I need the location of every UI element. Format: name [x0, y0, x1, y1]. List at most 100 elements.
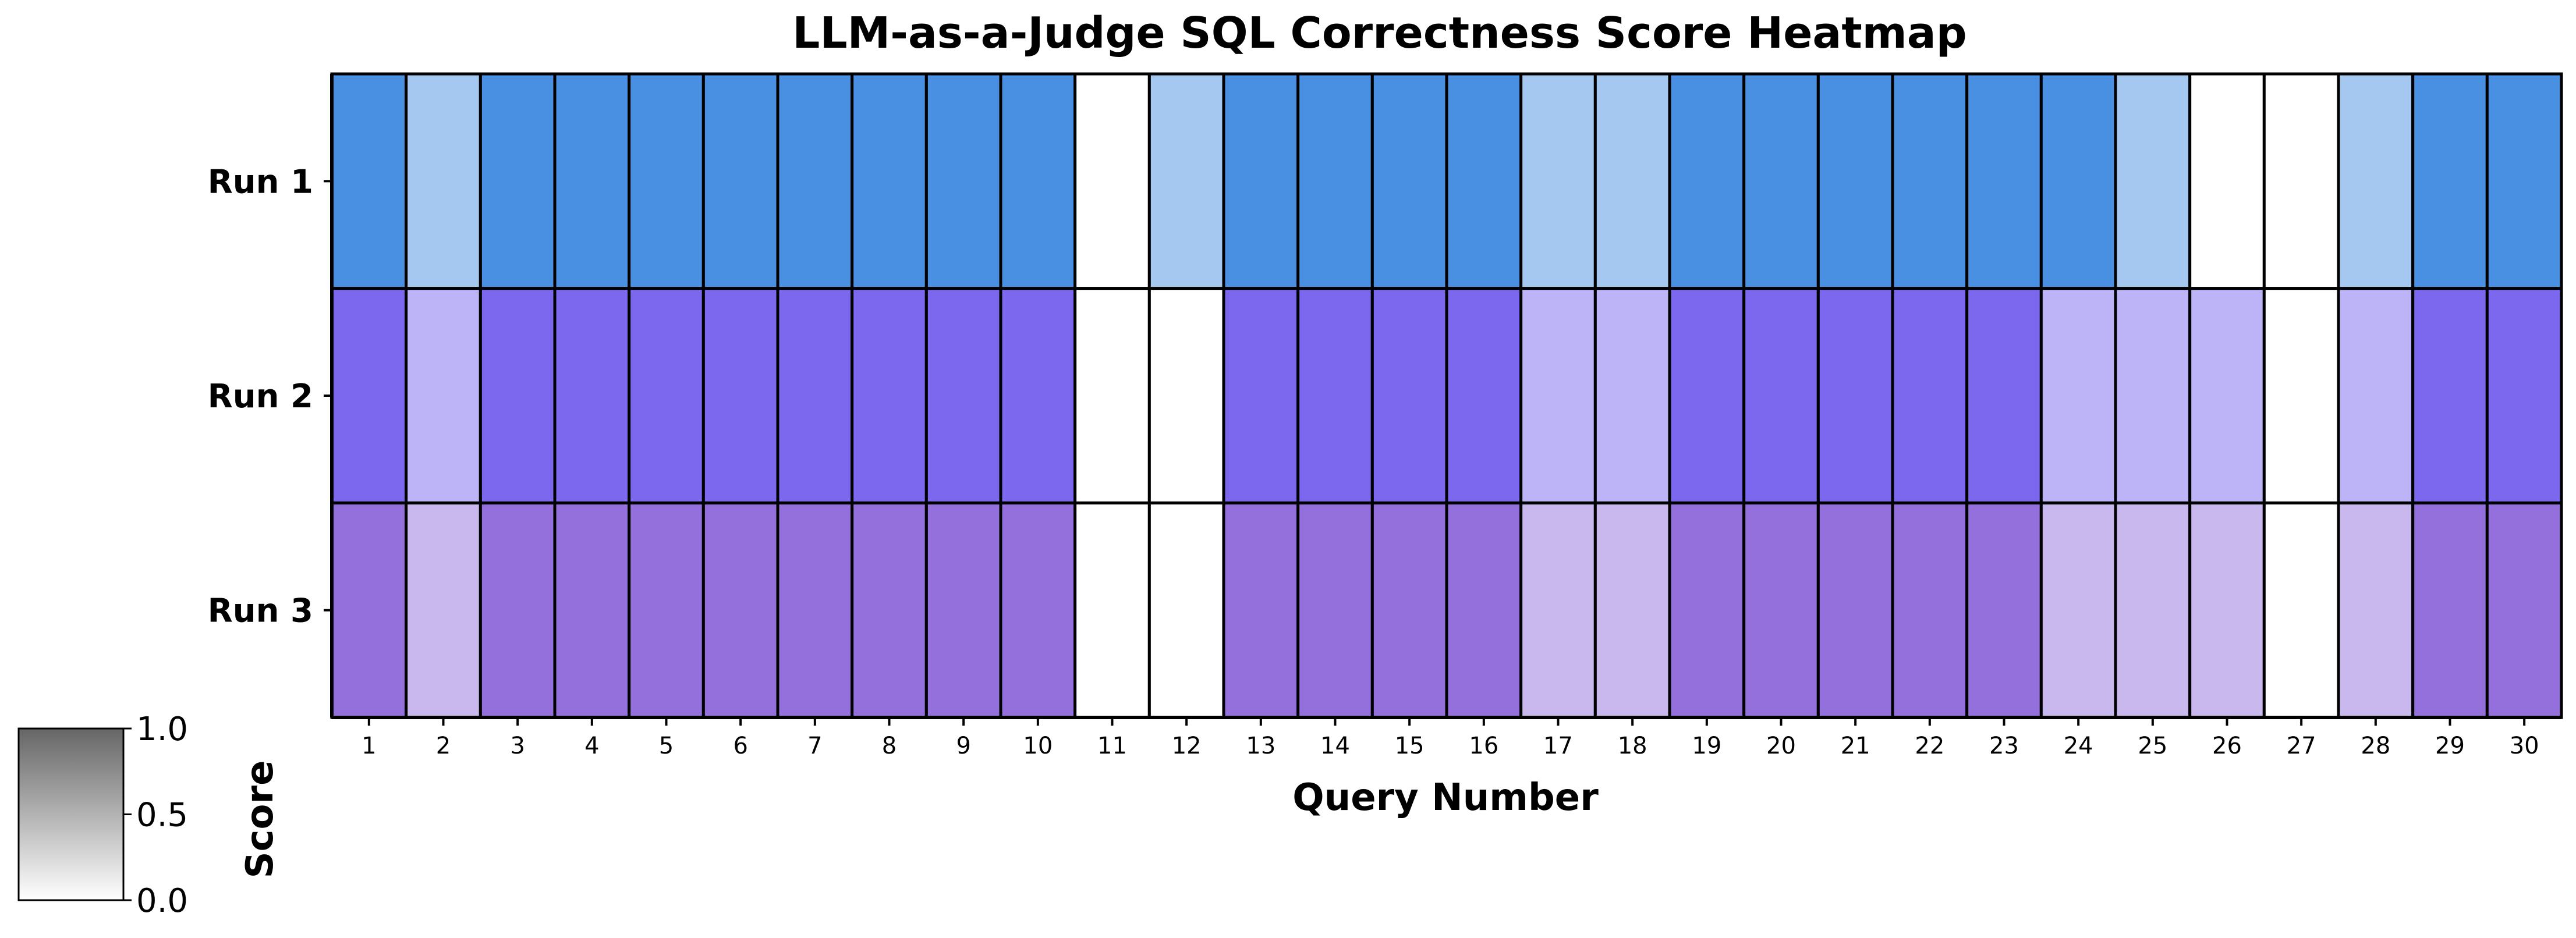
heatmap-cell	[1891, 72, 1969, 290]
heatmap-cell	[1296, 72, 1374, 290]
x-tick-label: 17	[1543, 733, 1573, 759]
row-label: Run 3	[208, 592, 313, 630]
heatmap-cell	[1965, 501, 2043, 719]
heatmap-cell	[1296, 501, 1374, 719]
heatmap-cell	[1147, 72, 1225, 290]
x-tick-label: 24	[2064, 733, 2093, 759]
x-tick-label: 5	[659, 733, 674, 759]
heatmap-cell	[1519, 501, 1597, 719]
heatmap-cell	[628, 287, 705, 504]
colorbar-gradient	[17, 727, 125, 901]
row-label: Run 1	[208, 163, 313, 201]
heatmap-cell	[1370, 501, 1448, 719]
x-tick-label: 28	[2361, 733, 2390, 759]
heatmap-cell	[1519, 287, 1597, 504]
heatmap-cell	[2188, 287, 2266, 504]
heatmap-cell	[1519, 72, 1597, 290]
heatmap-cell	[2485, 287, 2563, 504]
heatmap-cell	[999, 72, 1077, 290]
heatmap-cell	[405, 287, 482, 504]
heatmap-cell	[999, 287, 1077, 504]
heatmap-cell	[553, 72, 631, 290]
heatmap-cell	[1445, 501, 1523, 719]
heatmap-cell	[479, 287, 557, 504]
heatmap-cell	[1816, 501, 1894, 719]
heatmap-cell	[405, 72, 482, 290]
heatmap-cell	[776, 287, 854, 504]
heatmap-cell	[1668, 72, 1746, 290]
heatmap-cell	[1891, 287, 1969, 504]
x-tick-label: 23	[1989, 733, 2019, 759]
x-tick-label: 27	[2287, 733, 2316, 759]
heatmap-cell	[1742, 72, 1820, 290]
heatmap-cell	[701, 287, 779, 504]
heatmap-cell	[1445, 72, 1523, 290]
heatmap-cell	[2188, 501, 2266, 719]
x-tick-label: 22	[1915, 733, 1944, 759]
heatmap-cell	[1742, 287, 1820, 504]
colorbar-tick-label: 1.0	[136, 710, 188, 748]
heatmap-cell	[2485, 501, 2563, 719]
x-tick-label: 15	[1395, 733, 1425, 759]
heatmap-cell	[2114, 72, 2192, 290]
heatmap-cell	[2262, 287, 2340, 504]
heatmap-cell	[2411, 72, 2489, 290]
colorbar: Score 1.0 0.5 0.0	[17, 710, 282, 920]
x-tick-label: 14	[1320, 733, 1350, 759]
heatmap-cell	[1742, 501, 1820, 719]
heatmap-cell	[924, 501, 1002, 719]
colorbar-tick-label: 0.0	[136, 882, 188, 920]
heatmap-cell	[1965, 72, 2043, 290]
x-tick-label: 25	[2138, 733, 2167, 759]
heatmap-cell	[2411, 501, 2489, 719]
heatmap-cell	[1816, 72, 1894, 290]
heatmap-cell	[628, 72, 705, 290]
heatmap-cell	[776, 501, 854, 719]
x-tick-label: 9	[956, 733, 970, 759]
x-axis-label: Query Number	[1292, 776, 1599, 819]
heatmap-cell	[2039, 501, 2117, 719]
heatmap-cell	[1593, 72, 1671, 290]
heatmap-cell	[924, 287, 1002, 504]
x-tick-label: 12	[1172, 733, 1202, 759]
x-tick-label: 7	[807, 733, 822, 759]
row-labels: Run 1 Run 2 Run 3	[208, 163, 332, 630]
heatmap-cell	[1593, 287, 1671, 504]
heatmap-cell	[1668, 287, 1746, 504]
heatmap-cell	[330, 287, 408, 504]
heatmap-cell	[1891, 501, 1969, 719]
heatmap-cell	[479, 501, 557, 719]
heatmap-cell	[2039, 72, 2117, 290]
heatmap-cell	[2337, 287, 2415, 504]
heatmap-cell	[924, 72, 1002, 290]
x-tick-label: 20	[1766, 733, 1796, 759]
x-tick-label: 3	[510, 733, 525, 759]
heatmap-cell	[2039, 287, 2117, 504]
x-tick-labels: 1 2 3 4 5 6 7 8 9 10 11 12 13 14 15 16 17 18 19 20 21 22 23 24 2…	[362, 717, 2539, 759]
heatmap-cell	[1593, 501, 1671, 719]
heatmap-cell	[1073, 501, 1151, 719]
x-tick-label: 8	[882, 733, 897, 759]
heatmap-cell	[1222, 72, 1300, 290]
x-tick-label: 2	[436, 733, 451, 759]
heatmap-cell	[330, 72, 408, 290]
heatmap-cell	[2114, 501, 2192, 719]
heatmap-cell	[851, 501, 928, 719]
x-tick-label: 21	[1841, 733, 1870, 759]
row-label: Run 2	[208, 378, 313, 415]
colorbar-label: Score	[239, 761, 282, 879]
heatmap-cell	[2114, 287, 2192, 504]
heatmap-cell	[1445, 287, 1523, 504]
heatmap-cell	[1668, 501, 1746, 719]
heatmap-cell	[2411, 287, 2489, 504]
x-tick-label: 4	[584, 733, 599, 759]
heatmap-cell	[2188, 72, 2266, 290]
x-tick-label: 16	[1469, 733, 1498, 759]
heatmap-cell	[553, 287, 631, 504]
heatmap-cell	[776, 72, 854, 290]
heatmap-cell	[999, 501, 1077, 719]
heatmap-cell	[701, 501, 779, 719]
x-tick-label: 6	[733, 733, 747, 759]
x-tick-label: 10	[1023, 733, 1053, 759]
